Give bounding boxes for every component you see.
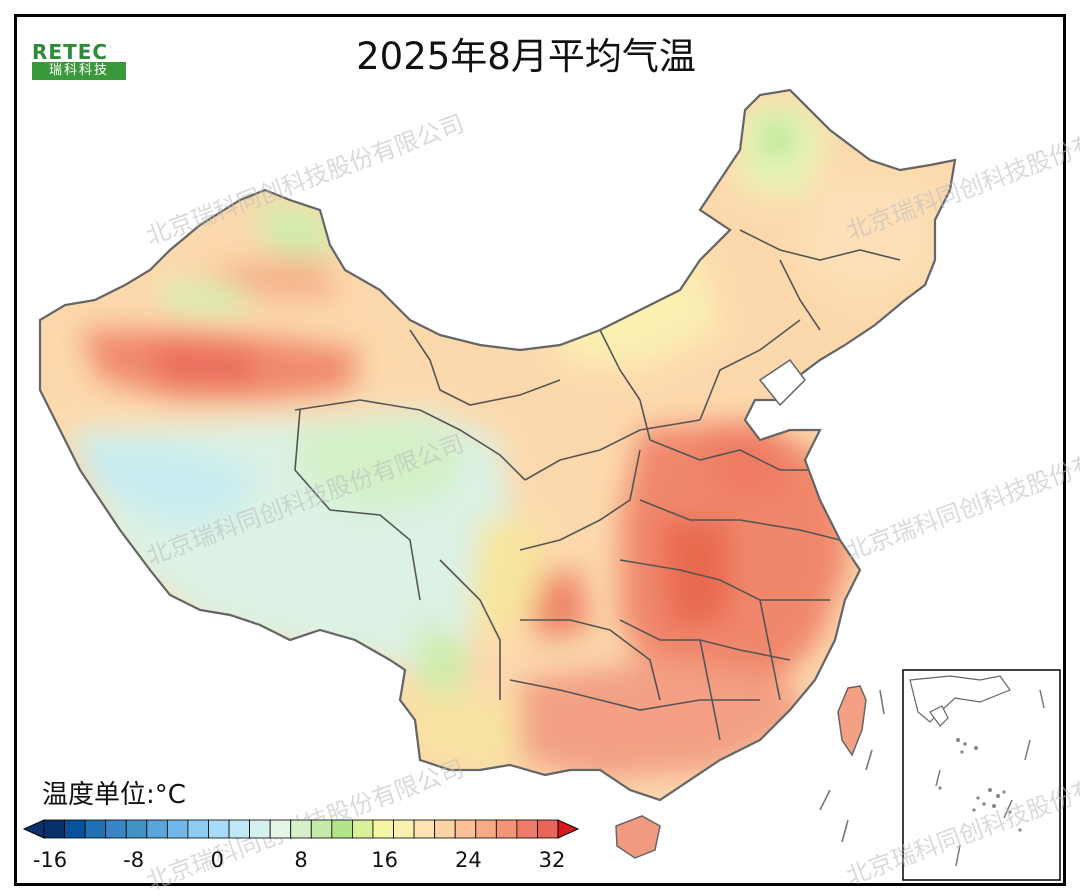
legend-swatch <box>64 819 86 839</box>
logo-brand: RETEC <box>32 40 109 64</box>
legend-tick-label: 16 <box>371 848 399 872</box>
bohai-sea <box>758 358 806 407</box>
south-china-sea-inset <box>902 669 1061 881</box>
logo-subtitle: 瑞科科技 <box>32 62 126 80</box>
legend-swatch <box>187 819 209 839</box>
legend-swatch <box>43 819 65 839</box>
legend-tick-label: 0 <box>210 848 225 872</box>
legend-swatch <box>434 819 456 839</box>
legend-swatch <box>393 819 415 839</box>
legend-swatch <box>537 819 559 839</box>
legend-swatch <box>516 819 538 839</box>
legend-swatch <box>495 819 518 839</box>
province-boundaries <box>294 229 901 741</box>
legend-swatch <box>454 819 477 839</box>
legend-swatch <box>208 819 230 839</box>
legend-swatch <box>166 819 189 839</box>
legend-swatch <box>475 819 497 839</box>
legend-swatch <box>310 819 333 839</box>
legend-tick-label: -16 <box>32 848 68 872</box>
sea-boundary-segments <box>819 689 885 843</box>
legend-swatch <box>372 819 394 839</box>
legend-unit-label: 温度单位:°C <box>42 780 186 810</box>
legend-swatch <box>125 819 148 839</box>
watermark-4: 北京瑞科同创科技股份有限公司 <box>842 424 1080 565</box>
legend-max-arrow <box>557 819 580 839</box>
legend-swatch <box>331 819 353 839</box>
legend-swatch <box>84 819 107 839</box>
hainan-island <box>615 815 661 859</box>
legend-swatch <box>290 819 312 839</box>
legend-swatch <box>228 819 250 839</box>
legend-tick-label: -8 <box>123 848 145 872</box>
legend-swatch <box>351 819 374 839</box>
legend-swatch <box>146 819 168 839</box>
color-legend-bar <box>22 819 580 839</box>
legend-swatch <box>269 819 292 839</box>
legend-swatch <box>413 819 436 839</box>
legend-tick-label: 8 <box>294 848 308 872</box>
legend-swatch <box>105 819 127 839</box>
legend-swatch <box>249 819 271 839</box>
legend-tick-label: 32 <box>538 848 566 872</box>
taiwan-island <box>837 685 867 757</box>
map-title: 2025年8月平均气温 <box>356 35 696 78</box>
legend-min-arrow <box>22 819 45 839</box>
retec-logo: RETEC 瑞科科技 <box>32 40 128 84</box>
legend-tick-label: 24 <box>454 848 482 872</box>
